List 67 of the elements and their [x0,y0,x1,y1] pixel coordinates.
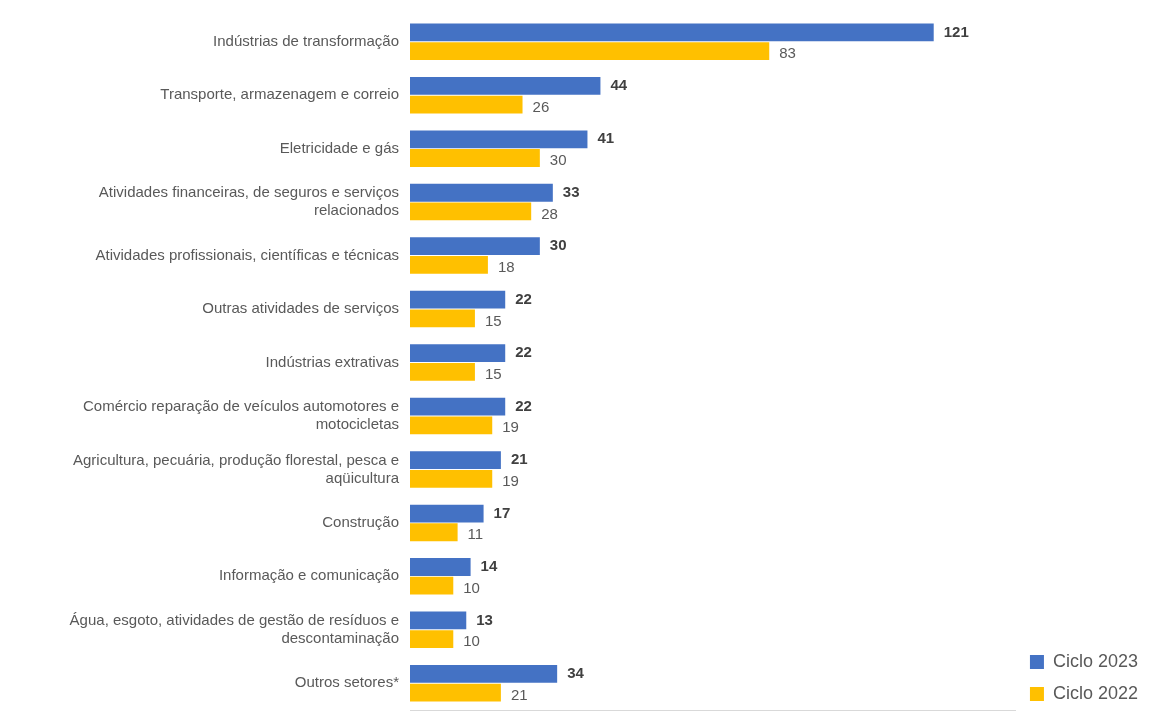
bar [410,558,471,576]
bar [410,611,467,630]
data-label: 10 [463,632,480,650]
y-tick-label: Indústrias extrativas [265,352,399,370]
data-label: 15 [484,311,502,329]
bar [410,630,454,649]
bar [410,576,454,595]
data-label: 19 [502,418,519,436]
y-tick-label: Outros setores* [294,673,400,691]
bar [410,290,506,309]
legend-label: Ciclo 2023 [1052,650,1139,671]
data-label: 14 [480,557,498,575]
data-label: 21 [510,450,528,468]
data-label: 30 [549,236,567,254]
bar [410,397,506,416]
bar [410,76,601,95]
data-label: 21 [510,685,528,703]
bar [410,665,558,683]
y-tick-label: Atividades profissionais, científicas e técnicas [95,245,399,263]
data-label: 18 [497,258,515,276]
data-label: 17 [493,503,511,521]
y-tick-label: Comércio reparação de veículos automotores e motocicletas [83,397,399,433]
bar [410,309,475,328]
data-label: 19 [502,471,519,489]
y-tick-label: Agricultura, pecuária, produção florestal, pesca e aqüicultura [72,450,400,486]
data-label: 83 [779,44,796,62]
data-label: 30 [549,151,567,169]
y-tick-label: Indústrias de transformação [213,31,399,49]
bar [410,683,501,702]
bar [410,237,540,256]
data-label: 15 [484,365,502,382]
data-label: 10 [463,578,480,596]
bar [410,469,493,488]
data-label: 28 [541,204,558,222]
y-tick-label: Atividades financeiras, de seguros e serviços relacionados [98,183,399,219]
data-label: 22 [515,289,532,307]
bar [410,202,532,221]
y-tick-label: Transporte, armazenagem e correio [160,85,399,103]
bar [410,523,458,542]
data-label: 33 [562,182,580,200]
bar [410,362,475,381]
data-label: 13 [476,610,493,628]
bar [410,451,501,469]
bar [410,344,506,363]
y-tick-label: Outras atividades de serviços [202,299,399,317]
bar [410,183,553,202]
data-label: 22 [515,396,532,414]
data-label: 11 [467,525,484,543]
y-tick-label: Informação e comunicação [218,566,399,584]
bar [410,256,488,274]
y-tick-label: Eletricidade e gás [279,138,399,156]
bar [410,149,540,167]
bar [410,23,934,42]
bar [410,504,484,523]
data-label: 44 [610,75,628,93]
y-tick-label: Água, esgoto, atividades de gestão de resíduos e descontaminação [69,610,399,646]
data-label: 41 [597,129,615,147]
data-label: 121 [943,22,969,40]
bar [410,42,770,60]
data-label: 34 [567,664,585,682]
bar [410,95,523,114]
bar [410,130,588,149]
y-tick-label: Construção [322,513,399,531]
data-label: 22 [515,343,532,361]
legend-label: Ciclo 2022 [1052,682,1139,703]
data-label: 26 [532,97,550,115]
bar [410,416,493,435]
